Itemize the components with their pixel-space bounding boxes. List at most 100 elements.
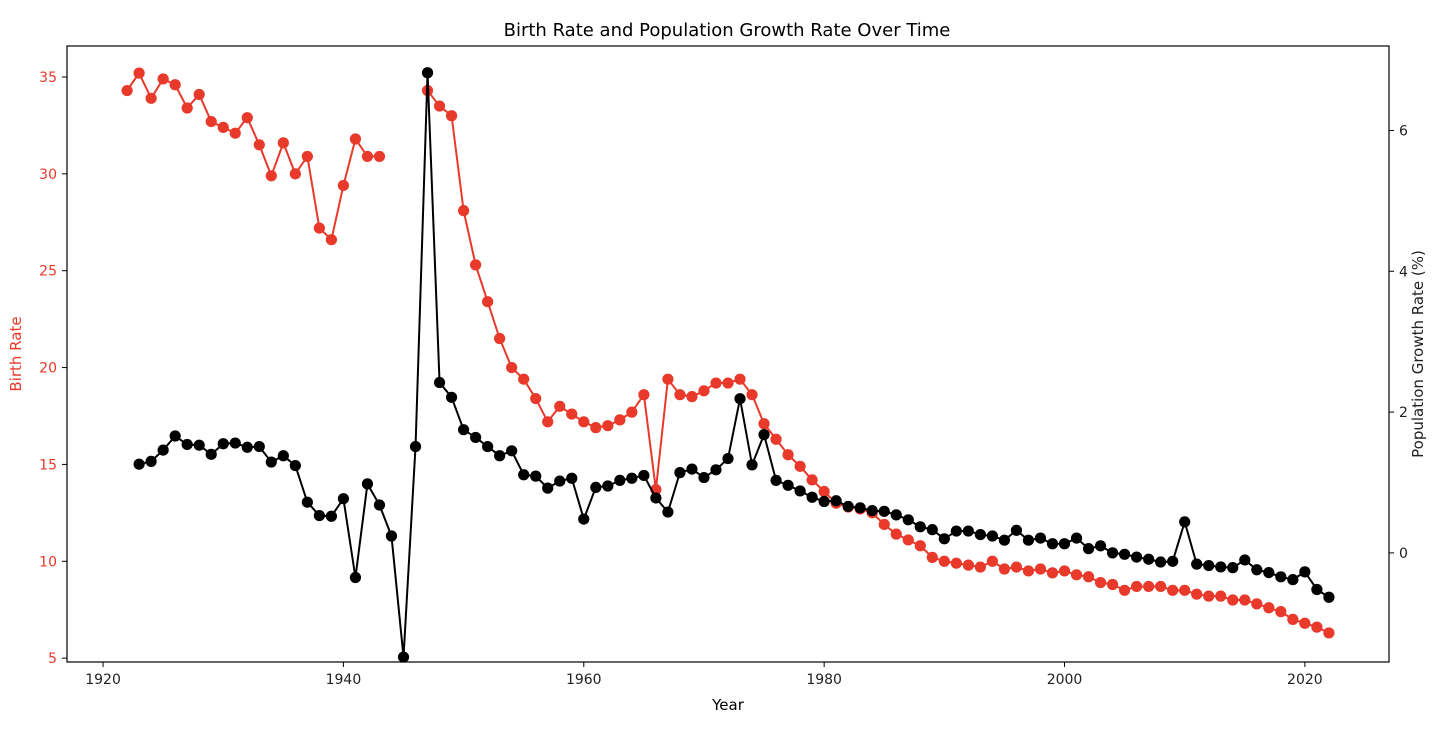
- birth-rate-point-1924: [145, 92, 157, 104]
- birth-rate-point-1974: [746, 389, 758, 401]
- growth-rate-point-2009: [1167, 555, 1179, 567]
- birth-rate-point-1996: [1010, 561, 1023, 573]
- growth-rate-point-2011: [1191, 558, 1203, 570]
- y-left-tick-label-20: 20: [39, 361, 57, 377]
- birth-rate-point-2018: [1275, 606, 1287, 618]
- growth-rate-point-2004: [1106, 547, 1119, 559]
- y-axis-left-title: Birth Rate: [7, 316, 25, 391]
- series-layer: [121, 67, 1335, 663]
- y-axis-right-title: Population Growth Rate (%): [1409, 250, 1427, 458]
- growth-rate-point-2013: [1215, 561, 1227, 573]
- growth-rate-point-2010: [1179, 516, 1191, 528]
- plot-frame: [66, 45, 1390, 663]
- birth-rate-point-2005: [1119, 584, 1131, 596]
- growth-rate-point-2012: [1203, 559, 1215, 572]
- birth-rate-point-1922: [121, 84, 133, 97]
- birth-rate-point-1999: [1046, 567, 1059, 579]
- growth-rate-point-1997: [1022, 534, 1035, 546]
- growth-rate-point-1933: [253, 440, 265, 453]
- birth-rate-point-2015: [1239, 594, 1251, 606]
- birth-rate-point-2011: [1191, 588, 1203, 600]
- birth-rate-point-1990: [938, 555, 950, 567]
- growth-rate-point-1956: [530, 470, 542, 482]
- growth-rate-point-1927: [181, 438, 193, 451]
- birth-rate-point-2002: [1082, 571, 1095, 583]
- birth-rate-point-2017: [1263, 602, 1275, 614]
- growth-rate-point-1974: [746, 459, 758, 471]
- x-tick-label-2000: 2000: [1047, 672, 1083, 688]
- growth-rate-point-1958: [554, 475, 566, 487]
- growth-rate-point-1965: [638, 469, 650, 482]
- y-axis-left: 5 10 15 20 25 30 35: [39, 70, 67, 667]
- birth-rate-point-1988: [914, 540, 926, 552]
- y-axis-right: 0 2 4 6: [1389, 123, 1408, 562]
- birth-rate-point-1950: [458, 205, 470, 217]
- birth-rate-point-2007: [1143, 580, 1155, 593]
- birth-rate-point-2021: [1311, 621, 1323, 633]
- birth-rate-point-2008: [1155, 580, 1167, 593]
- birth-rate-line: [126, 72, 1330, 634]
- growth-rate-point-2015: [1239, 554, 1251, 566]
- growth-rate-point-1999: [1046, 538, 1059, 550]
- birth-rate-point-2000: [1058, 565, 1071, 577]
- birth-rate-point-1995: [998, 563, 1011, 575]
- growth-rate-point-1928: [193, 439, 205, 451]
- growth-rate-point-1991: [950, 525, 962, 537]
- growth-rate-point-1938: [313, 509, 325, 522]
- growth-rate-point-1983: [854, 502, 866, 514]
- growth-rate-point-1964: [626, 472, 638, 484]
- growth-rate-point-1979: [806, 491, 818, 503]
- growth-rate-series: [133, 67, 1335, 663]
- birth-rate-point-1953: [494, 332, 506, 345]
- birth-rate-point-1932: [241, 112, 253, 124]
- birth-rate-point-1928: [193, 88, 205, 101]
- birth-rate-point-1929: [205, 115, 217, 128]
- growth-rate-point-1967: [662, 506, 674, 518]
- birth-rate-point-2014: [1227, 594, 1239, 606]
- y-left-tick-label-25: 25: [39, 264, 57, 280]
- growth-rate-point-1945: [397, 651, 410, 663]
- birth-rate-point-2001: [1070, 569, 1083, 581]
- birth-rate-point-2022: [1323, 627, 1335, 639]
- growth-rate-point-1980: [818, 495, 830, 508]
- birth-rate-point-1923: [133, 67, 145, 79]
- growth-rate-point-1936: [289, 459, 301, 472]
- growth-rate-point-1950: [458, 424, 470, 436]
- growth-rate-point-1989: [926, 524, 938, 536]
- birth-rate-point-1956: [530, 392, 542, 405]
- growth-rate-point-1935: [277, 450, 289, 462]
- birth-rate-point-1931: [229, 127, 241, 139]
- birth-rate-point-1960: [578, 416, 590, 428]
- birth-rate-point-1939: [325, 234, 337, 246]
- growth-rate-point-1973: [734, 393, 746, 405]
- birth-rate-point-1970: [698, 385, 710, 397]
- birth-rate-point-2010: [1179, 584, 1191, 596]
- birth-rate-point-2003: [1094, 576, 1107, 589]
- birth-rate-point-1978: [794, 460, 806, 472]
- birth-rate-point-1973: [734, 373, 746, 385]
- growth-rate-point-1966: [650, 492, 662, 504]
- growth-rate-point-1985: [878, 505, 890, 517]
- growth-rate-point-1941: [349, 571, 362, 584]
- birth-rate-point-1992: [962, 559, 974, 571]
- birth-rate-point-1948: [433, 100, 446, 112]
- birth-rate-point-1943: [373, 150, 386, 163]
- growth-rate-point-1946: [409, 440, 422, 453]
- birth-rate-point-1937: [301, 150, 313, 163]
- birth-rate-point-1955: [518, 373, 530, 385]
- birth-rate-point-1989: [926, 551, 938, 564]
- growth-rate-point-1939: [325, 510, 337, 522]
- growth-rate-point-1930: [217, 438, 229, 450]
- growth-rate-point-1942: [361, 478, 374, 490]
- growth-rate-point-1986: [890, 509, 902, 521]
- growth-rate-point-2003: [1094, 540, 1107, 552]
- birth-rate-point-1998: [1034, 563, 1047, 575]
- birth-rate-point-1964: [626, 406, 638, 418]
- growth-rate-point-1948: [433, 376, 446, 389]
- growth-rate-point-2007: [1143, 553, 1155, 565]
- growth-rate-point-1940: [337, 493, 350, 505]
- growth-rate-point-1994: [986, 530, 999, 542]
- birth-rate-point-1954: [506, 361, 518, 374]
- growth-rate-point-2018: [1275, 571, 1287, 583]
